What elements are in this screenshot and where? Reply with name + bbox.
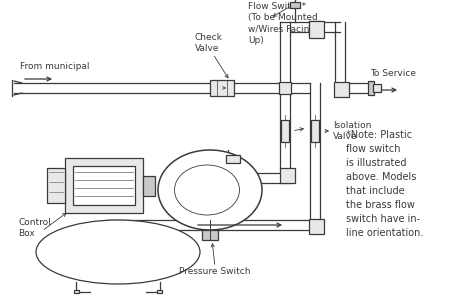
Bar (157, 290, 162, 293)
Bar (309, 21, 324, 38)
Bar (368, 81, 374, 95)
Bar (202, 230, 218, 240)
Text: Flow Switch*
(To be Mounted
w/Wires Facing
Up): Flow Switch* (To be Mounted w/Wires Faci… (248, 2, 318, 45)
Bar (373, 84, 381, 92)
Bar (281, 120, 289, 142)
Text: Control
Box: Control Box (18, 218, 51, 238)
Text: From municipal: From municipal (20, 62, 90, 71)
Bar (309, 219, 324, 234)
Text: Isolation
Valve: Isolation Valve (333, 121, 371, 141)
Text: To Service: To Service (370, 69, 416, 78)
Text: Check
Valve: Check Valve (195, 33, 223, 53)
Bar (309, 21, 321, 36)
Bar (334, 82, 349, 97)
Bar (47, 168, 65, 203)
Ellipse shape (174, 165, 239, 215)
Bar (226, 155, 240, 163)
Bar (279, 82, 291, 94)
Bar (74, 290, 79, 293)
Ellipse shape (36, 220, 200, 284)
Bar (65, 158, 143, 213)
Bar (311, 120, 319, 142)
Text: Pressure Switch: Pressure Switch (179, 267, 251, 276)
Bar (280, 168, 295, 183)
Bar (73, 166, 135, 205)
Bar (210, 80, 234, 96)
Ellipse shape (158, 150, 262, 230)
Text: *Note: Plastic
flow switch
is illustrated
above. Models
that include
the brass f: *Note: Plastic flow switch is illustrate… (346, 130, 423, 238)
Bar (290, 2, 300, 8)
Bar (143, 176, 155, 196)
